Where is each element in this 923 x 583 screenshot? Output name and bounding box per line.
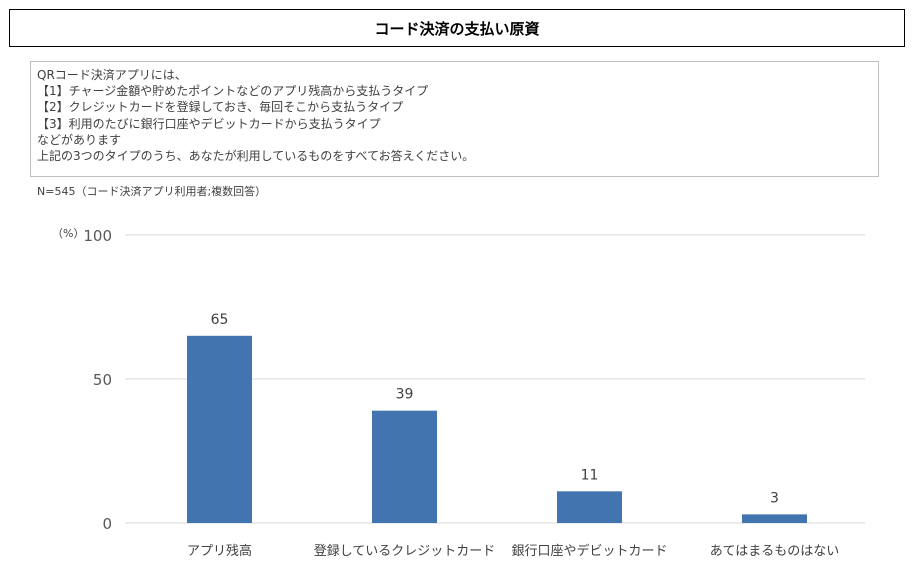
data-label: 65 [211, 312, 229, 328]
chart-title: コード決済の支払い原資 [9, 9, 905, 47]
question-line: などがあります [37, 132, 122, 147]
x-tick-label: 銀行口座やデビットカード [511, 543, 667, 559]
y-tick-label: 100 [83, 227, 112, 245]
data-label: 39 [396, 387, 414, 403]
x-tick-label: 登録しているクレジットカード [314, 544, 496, 559]
question-line: 【3】利用のたびに銀行口座やデビットカードから支払うタイプ [37, 116, 381, 131]
bar [372, 410, 437, 523]
bar [557, 491, 622, 523]
question-box: QRコード決済アプリには、 【1】チャージ金額や貯めたポイントなどのアプリ残高か… [30, 61, 879, 177]
y-tick-label: 50 [93, 371, 112, 389]
question-line: 【2】クレジットカードを登録しておき、毎回そこから支払うタイプ [37, 100, 404, 115]
x-tick-label: あてはまるものはない [710, 544, 839, 559]
x-tick-label: アプリ残高 [187, 543, 252, 559]
y-tick-label: 0 [102, 515, 112, 533]
bar [187, 335, 252, 523]
question-line: 上記の3つのタイプのうち、あなたが利用しているものをすべてお答えください。 [37, 149, 475, 164]
data-label: 3 [770, 490, 779, 506]
sample-note: N=545（コード決済アプリ利用者;複数回答） [37, 185, 267, 198]
question-line: QRコード決済アプリには、 [37, 68, 187, 82]
question-line: 【1】チャージ金額や貯めたポイントなどのアプリ残高から支払うタイプ [37, 84, 429, 99]
y-axis-unit: （%） [52, 227, 84, 240]
data-label: 11 [581, 467, 599, 483]
bar [742, 514, 807, 523]
